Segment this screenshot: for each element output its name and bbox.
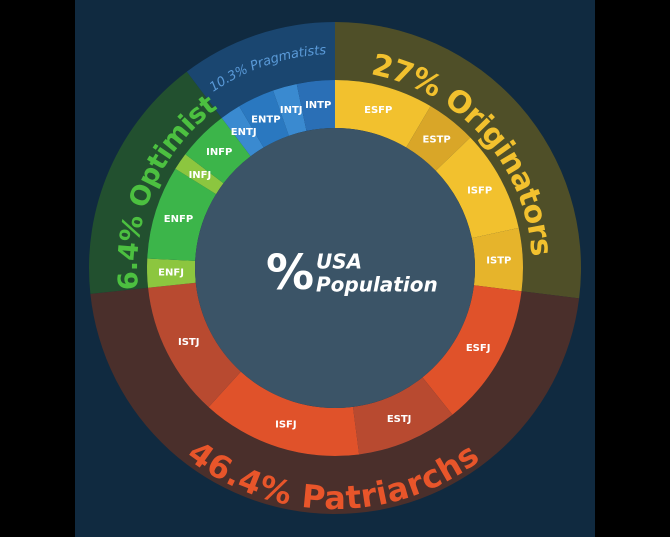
type-arc	[296, 80, 335, 131]
group-arc	[88, 71, 222, 294]
type-arc	[335, 80, 431, 148]
type-label: ENTP	[251, 114, 280, 125]
type-label: INFP	[206, 147, 232, 158]
type-label: INTP	[305, 100, 331, 111]
group-arc	[90, 287, 580, 514]
type-arc	[422, 285, 522, 415]
type-label: ENTJ	[231, 127, 257, 138]
type-arc	[208, 371, 360, 456]
type-arc	[175, 154, 224, 195]
center-title: USA	[316, 250, 362, 274]
type-arc	[406, 106, 471, 171]
type-label: ESTP	[423, 134, 451, 145]
type-label: ISTJ	[178, 337, 199, 348]
center-disc	[195, 128, 475, 408]
type-label: INFJ	[189, 170, 212, 181]
type-label: ISFP	[467, 186, 492, 197]
type-label: INTJ	[280, 105, 303, 116]
type-label: ENFP	[164, 214, 193, 225]
type-arc	[146, 258, 196, 288]
center-title: Population	[316, 273, 438, 297]
group-arc	[186, 22, 335, 118]
type-arc	[435, 137, 519, 239]
type-label: ESFP	[364, 105, 392, 116]
type-arc	[221, 106, 264, 157]
type-label: ISFJ	[275, 419, 296, 430]
type-arc	[148, 282, 241, 408]
type-arc	[471, 227, 523, 292]
type-label: ESFJ	[466, 343, 491, 354]
group-arc	[335, 22, 581, 299]
type-label: ISTP	[486, 256, 511, 267]
rings	[88, 22, 581, 514]
type-arc	[239, 90, 289, 148]
type-arc	[185, 117, 251, 184]
type-label: ENFJ	[158, 267, 184, 278]
type-arc	[147, 168, 217, 261]
type-arc	[273, 83, 307, 136]
type-label: ESTJ	[387, 414, 412, 425]
center-symbol: %	[266, 245, 314, 301]
type-arc	[352, 377, 453, 455]
